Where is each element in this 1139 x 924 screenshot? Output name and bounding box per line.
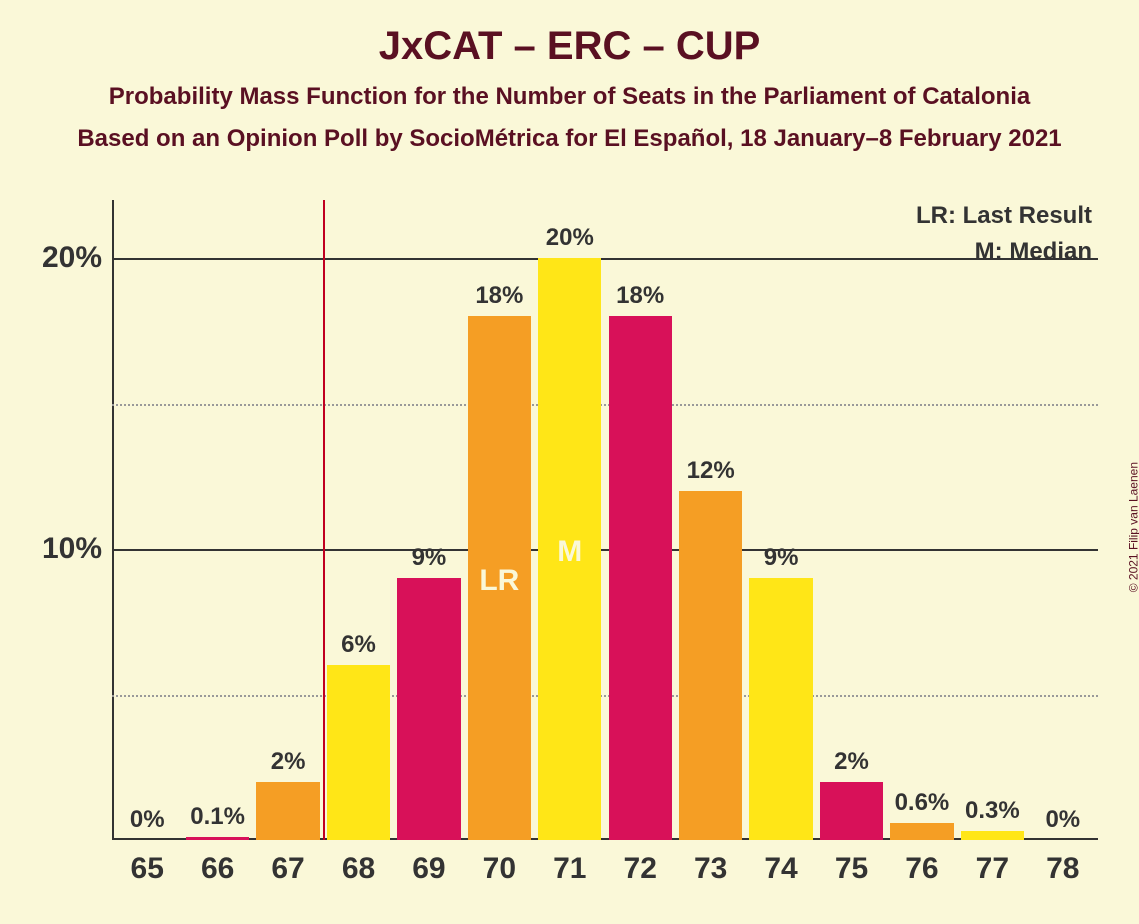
x-tick-label: 67 (271, 840, 304, 886)
bar-value-label: 12% (687, 457, 735, 491)
bar-value-label: 0.3% (965, 797, 1020, 831)
legend-lr: LR: Last Result (916, 202, 1092, 230)
bar-value-label: 0% (130, 806, 165, 840)
reference-vertical-line (323, 200, 325, 840)
bar (961, 831, 1024, 840)
gridline-minor (112, 404, 1098, 406)
copyright-text: © 2021 Filip van Laenen (1126, 462, 1139, 592)
bar (256, 782, 319, 840)
bar (820, 782, 883, 840)
bar-value-label: 6% (341, 631, 376, 665)
bar-inner-label: LR (479, 564, 519, 598)
bar-value-label: 18% (475, 282, 523, 316)
bar (397, 578, 460, 840)
x-tick-label: 71 (553, 840, 586, 886)
x-tick-label: 76 (905, 840, 938, 886)
chart-subtitle1: Probability Mass Function for the Number… (0, 83, 1139, 111)
y-axis-line (112, 200, 114, 840)
y-tick-label: 10% (42, 532, 112, 566)
x-tick-label: 70 (483, 840, 516, 886)
x-tick-label: 65 (131, 840, 164, 886)
legend-m: M: Median (975, 238, 1092, 266)
chart-title: JxCAT – ERC – CUP (0, 0, 1139, 69)
bar-value-label: 0% (1045, 806, 1080, 840)
x-tick-label: 72 (624, 840, 657, 886)
bar (749, 578, 812, 840)
bar-value-label: 2% (271, 748, 306, 782)
bar (679, 491, 742, 840)
bar-inner-label: M (557, 535, 582, 569)
bar-value-label: 18% (616, 282, 664, 316)
chart-area: 10%20%0%650.1%662%676%689%6918%7020%7118… (112, 200, 1098, 840)
bar-value-label: 20% (546, 224, 594, 258)
gridline-major (112, 549, 1098, 551)
x-tick-label: 77 (976, 840, 1009, 886)
bar (890, 823, 953, 840)
bar-value-label: 2% (834, 748, 869, 782)
bar-value-label: 9% (412, 544, 447, 578)
bar-value-label: 0.1% (190, 803, 245, 837)
gridline-minor (112, 695, 1098, 697)
x-tick-label: 74 (764, 840, 797, 886)
x-tick-label: 68 (342, 840, 375, 886)
x-tick-label: 66 (201, 840, 234, 886)
bar (327, 665, 390, 840)
x-tick-label: 69 (412, 840, 445, 886)
bar-value-label: 0.6% (895, 789, 950, 823)
gridline-major (112, 258, 1098, 260)
x-tick-label: 75 (835, 840, 868, 886)
x-tick-label: 73 (694, 840, 727, 886)
y-tick-label: 20% (42, 241, 112, 275)
bar (609, 316, 672, 840)
plot-area: 10%20%0%650.1%662%676%689%6918%7020%7118… (112, 200, 1098, 840)
x-tick-label: 78 (1046, 840, 1079, 886)
chart-subtitle2: Based on an Opinion Poll by SocioMétrica… (0, 125, 1139, 153)
bar-value-label: 9% (764, 544, 799, 578)
